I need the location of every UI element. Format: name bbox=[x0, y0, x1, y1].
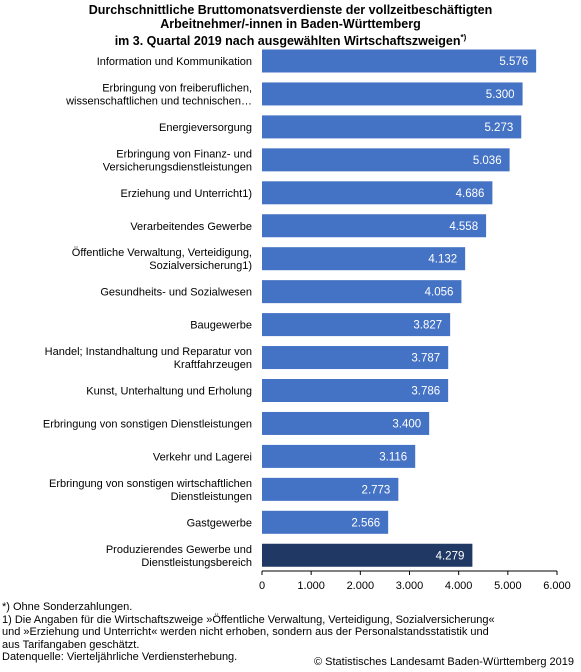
category-label: Information und Kommunikation bbox=[97, 56, 252, 68]
data-label: 2.773 bbox=[362, 484, 391, 496]
data-label: 3.827 bbox=[413, 320, 442, 332]
data-label: 4.279 bbox=[436, 550, 465, 562]
category-label: Erbringung von sonstigen wirtschaftliche… bbox=[49, 478, 252, 490]
bar bbox=[262, 247, 466, 271]
category-label: Öffentliche Verwaltung, Verteidigung, bbox=[72, 247, 252, 259]
bar bbox=[262, 477, 399, 501]
footnote-3: und »Erziehung und Unterricht« werden ni… bbox=[2, 626, 489, 639]
title-footnote-marker: *) bbox=[460, 33, 467, 42]
bar-chart: 5.576 Information und Kommunikation 5.300 E… bbox=[43, 49, 571, 600]
tick-label: 3.000 bbox=[396, 580, 424, 592]
category-label: Erziehung und Unterricht1) bbox=[121, 188, 252, 200]
category-label: wissenschaftlichen und technischen… bbox=[65, 95, 252, 107]
data-label: 4.132 bbox=[428, 254, 457, 266]
data-label: 5.576 bbox=[499, 56, 528, 68]
bar bbox=[262, 313, 451, 337]
footnote-1: *) Ohne Sonderzahlungen. bbox=[2, 601, 133, 613]
bar bbox=[262, 115, 522, 139]
copyright: © Statistisches Landesamt Baden-Württemb… bbox=[313, 656, 574, 668]
data-label: 3.116 bbox=[379, 451, 407, 463]
data-label: 4.558 bbox=[449, 221, 478, 233]
category-label: Handel; Instandhaltung und Reparatur von bbox=[45, 346, 252, 358]
category-label: Versicherungsdienstleistungen bbox=[103, 161, 252, 173]
footnotes: *) Ohne Sonderzahlungen. 1) Die Angaben … bbox=[2, 601, 577, 664]
bar bbox=[262, 148, 510, 172]
data-label: 3.786 bbox=[411, 386, 440, 398]
bar bbox=[262, 82, 523, 106]
chart-title: Durchschnittliche Bruttomonatsverdienste… bbox=[0, 3, 581, 48]
data-label: 2.566 bbox=[351, 517, 380, 529]
title-line-1: Durchschnittliche Bruttomonatsverdienste… bbox=[88, 3, 493, 17]
category-label: Verkehr und Lagerei bbox=[153, 451, 252, 463]
tick-label: 6.000 bbox=[543, 580, 571, 592]
bar bbox=[262, 510, 389, 534]
title-line-3: im 3. Quartal 2019 nach ausgewählten Wir… bbox=[0, 31, 581, 48]
data-source: Datenquelle: Vierteljährliche Verdienste… bbox=[2, 651, 238, 664]
bar bbox=[262, 346, 449, 370]
x-axis-label: EUR bbox=[398, 599, 421, 600]
data-label: 4.686 bbox=[456, 188, 485, 200]
category-label: Gesundheits- und Sozialwesen bbox=[100, 287, 252, 299]
bar bbox=[262, 214, 487, 238]
data-label: 5.300 bbox=[486, 89, 515, 101]
data-label: 5.036 bbox=[473, 155, 502, 167]
footnote-4: aus Tarifangaben geschätzt. bbox=[2, 638, 140, 651]
category-label: Sozialversicherung1) bbox=[149, 260, 252, 272]
category-label: Kunst, Unterhaltung und Erholung bbox=[86, 386, 252, 398]
bar bbox=[262, 411, 430, 435]
tick-label: 1.000 bbox=[297, 580, 325, 592]
data-label: 5.273 bbox=[484, 122, 513, 134]
title-line-3-text: im 3. Quartal 2019 nach ausgewählten Wir… bbox=[114, 34, 461, 49]
title-line-2: Arbeitnehmer/-innen in Baden-Württemberg bbox=[160, 17, 421, 31]
bar bbox=[262, 543, 473, 567]
category-label: Baugewerbe bbox=[190, 320, 252, 332]
data-label: 3.787 bbox=[411, 353, 440, 365]
tick-label: 0 bbox=[259, 580, 265, 592]
category-label: Dienstleistungen bbox=[171, 491, 252, 503]
footnote-2: 1) Die Angaben für die Wirtschaftszweige… bbox=[2, 613, 495, 626]
category-label: Kraftfahrzeugen bbox=[174, 359, 252, 371]
category-label: Dienstleistungsbereich bbox=[141, 557, 252, 569]
category-label: Erbringung von sonstigen Dienstleistunge… bbox=[43, 418, 252, 430]
category-label: Energieversorgung bbox=[159, 122, 252, 134]
bar bbox=[262, 280, 462, 304]
category-label: Gastgewerbe bbox=[187, 517, 252, 529]
category-label: Erbringung von freiberuflichen, bbox=[102, 82, 252, 94]
category-label: Verarbeitendes Gewerbe bbox=[130, 221, 252, 233]
tick-label: 2.000 bbox=[347, 580, 375, 592]
bar bbox=[262, 379, 449, 402]
category-label: Produzierendes Gewerbe und bbox=[106, 544, 252, 556]
bar bbox=[262, 444, 416, 468]
bar bbox=[262, 49, 537, 73]
tick-label: 5.000 bbox=[494, 580, 522, 592]
tick-label: 4.000 bbox=[445, 580, 473, 592]
category-label: Erbringung von Finanz- und bbox=[116, 148, 252, 160]
data-label: 3.400 bbox=[392, 418, 421, 430]
data-label: 4.056 bbox=[425, 287, 454, 299]
bar bbox=[262, 181, 493, 205]
